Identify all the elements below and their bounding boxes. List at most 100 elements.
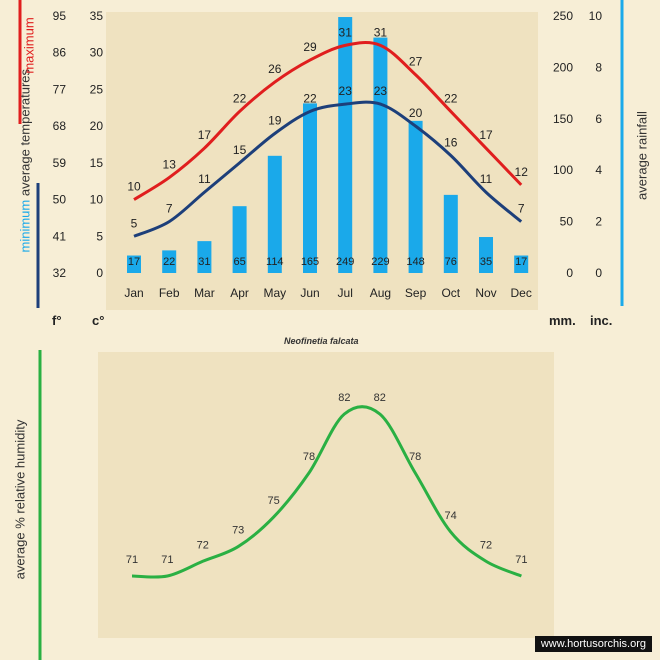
mm-tick: 100 — [553, 163, 573, 177]
inches-unit: inc. — [590, 313, 613, 328]
rainfall-value-label: 17 — [515, 256, 527, 268]
inches-tick: 2 — [595, 215, 602, 229]
maximum-value-label: 17 — [479, 128, 493, 142]
fahrenheit-unit: f° — [52, 313, 62, 328]
inches-tick: 6 — [595, 112, 602, 126]
humidity-value-label: 75 — [267, 495, 279, 507]
mm-tick: 200 — [553, 60, 573, 74]
humidity-value-label: 82 — [338, 392, 350, 404]
rainfall-value-label: 17 — [128, 256, 140, 268]
minimum-value-label: 22 — [303, 91, 317, 105]
maximum-value-label: 31 — [339, 25, 353, 39]
humidity-value-label: 72 — [197, 539, 209, 551]
mm-unit: mm. — [549, 313, 576, 328]
minimum-value-label: 23 — [374, 84, 388, 98]
mm-tick: 250 — [553, 9, 573, 23]
rainfall-value-label: 65 — [233, 256, 245, 268]
humidity-value-label: 74 — [444, 510, 456, 522]
month-tick-feb: Feb — [159, 286, 180, 300]
humidity-value-label: 71 — [126, 554, 138, 566]
fahrenheit-tick: 41 — [53, 229, 67, 243]
minimum-value-label: 7 — [166, 202, 173, 216]
celsius-tick: 35 — [90, 9, 104, 23]
humidity-value-label: 72 — [480, 539, 492, 551]
rainfall-value-label: 229 — [371, 256, 389, 268]
rainfall-bar-dec — [514, 255, 529, 273]
climate-chart-svg: 17 22 31 65 114 165 249 229 148 76 35 1710131722262… — [18, 0, 624, 310]
maximum-value-label: 12 — [515, 165, 529, 179]
rainfall-bar-sep — [408, 120, 423, 273]
humidity-value-label: 78 — [409, 451, 421, 463]
month-tick-aug: Aug — [370, 286, 391, 300]
celsius-tick: 10 — [90, 193, 104, 207]
maximum-value-label: 27 — [409, 55, 423, 69]
month-tick-sep: Sep — [405, 286, 427, 300]
month-tick-may: May — [263, 286, 286, 300]
fahrenheit-tick: 50 — [53, 193, 67, 207]
humidity-label-wrap: average % relative humidity — [13, 410, 28, 590]
month-tick-jun: Jun — [300, 286, 319, 300]
minimum-value-label: 5 — [131, 216, 138, 230]
celsius-tick: 15 — [90, 156, 104, 170]
fahrenheit-tick: 77 — [53, 82, 67, 96]
inches-tick: 4 — [595, 163, 602, 177]
average-rainfall-label: average rainfall — [635, 106, 650, 206]
rainfall-value-label: 31 — [198, 256, 210, 268]
rainfall-bar-aug — [373, 37, 388, 274]
humidity-value-label: 82 — [374, 392, 386, 404]
inches-tick: 0 — [595, 266, 602, 280]
fahrenheit-tick: 59 — [53, 156, 67, 170]
rainfall-bar-mar — [197, 241, 212, 273]
humidity-line — [131, 405, 522, 579]
month-tick-nov: Nov — [475, 286, 496, 300]
month-tick-jan: Jan — [124, 286, 143, 300]
maximum-value-label: 17 — [198, 128, 212, 142]
maximum-temperature-line — [133, 41, 523, 201]
minimum-value-label: 15 — [233, 143, 247, 157]
rainfall-bar-jun — [303, 103, 317, 273]
rainfall-value-label: 114 — [266, 256, 284, 268]
rainfall-value-label: 76 — [445, 256, 457, 268]
rainfall-value-label: 35 — [480, 256, 492, 268]
maximum-label: maximum — [21, 17, 37, 74]
mm-tick: 50 — [560, 215, 574, 229]
rainfall-bar-oct — [443, 194, 458, 273]
maximum-value-label: 26 — [268, 62, 282, 76]
rainfall-bar-jan — [127, 255, 141, 273]
minimum-value-label: 20 — [409, 106, 423, 120]
rainfall-value-label: 249 — [336, 256, 354, 268]
celsius-tick: 25 — [90, 82, 104, 96]
month-tick-mar: Mar — [194, 286, 215, 300]
rainfall-value-label: 148 — [406, 256, 424, 268]
site-credit[interactable]: www.hortusorchis.org — [534, 636, 652, 652]
maximum-value-label: 13 — [163, 158, 177, 172]
fahrenheit-tick: 95 — [53, 9, 67, 23]
inches-tick: 8 — [595, 60, 602, 74]
month-tick-oct: Oct — [441, 286, 460, 300]
average-temperatures-text: average temperatures — [17, 68, 33, 197]
month-tick-dec: Dec — [511, 286, 532, 300]
minimum-value-label: 11 — [480, 172, 493, 186]
humidity-plot-background — [98, 352, 554, 638]
rainfall-bar-may — [267, 155, 282, 273]
average-rainfall-text: average rainfall — [634, 111, 650, 200]
humidity-label: average % relative humidity — [12, 419, 28, 580]
celsius-tick: 5 — [96, 229, 103, 243]
rainfall-bar-jul — [338, 17, 353, 273]
mm-tick: 150 — [553, 112, 573, 126]
maximum-value-label: 22 — [233, 91, 247, 105]
minimum-value-label: 11 — [198, 172, 211, 186]
average-temperatures-label: minimum average temperatures — [17, 69, 33, 253]
humidity-value-label: 71 — [161, 554, 173, 566]
minimum-value-label: 19 — [268, 113, 282, 127]
minimum-label: minimum — [17, 199, 33, 253]
month-tick-jul: Jul — [338, 286, 353, 300]
humidity-value-label: 78 — [303, 451, 315, 463]
fahrenheit-tick: 32 — [53, 266, 67, 280]
inches-tick: 10 — [589, 9, 603, 23]
rainfall-bar-apr — [232, 206, 247, 273]
maximum-label-wrap: maximum — [22, 11, 37, 81]
month-tick-apr: Apr — [230, 286, 249, 300]
maximum-value-label: 22 — [444, 91, 458, 105]
humidity-value-label: 73 — [232, 525, 244, 537]
